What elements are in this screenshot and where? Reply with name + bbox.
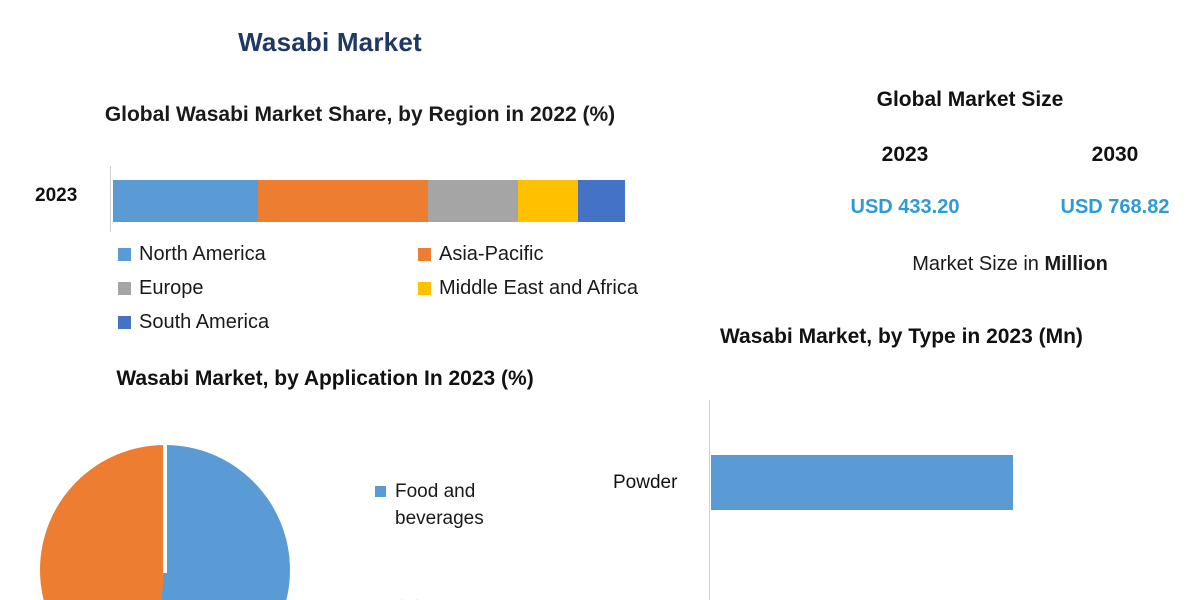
- legend-item-label: Middle East and Africa: [439, 277, 638, 299]
- type-chart-plot: [709, 400, 1189, 600]
- legend-item-asia-pacific: Asia-Pacific: [418, 243, 678, 266]
- market-size-unit-note: Market Size in Million: [830, 253, 1190, 276]
- legend-swatch-icon: [418, 248, 431, 261]
- region-chart-plot: [110, 166, 630, 232]
- pie-slice-divider: [163, 445, 167, 573]
- region-stacked-bar: [113, 180, 625, 222]
- type-category-label: Powder: [613, 472, 678, 493]
- market-size-unit-strong: Million: [1044, 253, 1108, 275]
- legend-swatch-icon: [418, 282, 431, 295]
- type-bar-powder: [711, 455, 1013, 510]
- region-segment-south-america: [577, 180, 625, 222]
- pie-legend-item-label: Food and beverages: [395, 481, 484, 529]
- region-segment-middle-east-and-africa: [517, 180, 578, 222]
- pie-legend-item-others: Others: [375, 594, 605, 600]
- pie-legend-swatch-icon: [375, 486, 386, 497]
- market-size-year-start: 2023: [881, 143, 929, 166]
- legend-item-north-america: North America: [118, 243, 418, 266]
- legend-item-label: Asia-Pacific: [439, 243, 544, 265]
- pie-legend-item-food-and-beverages: Food and beverages: [375, 478, 605, 532]
- legend-item-europe: Europe: [118, 277, 418, 300]
- region-chart-title: Global Wasabi Market Share, by Region in…: [104, 103, 616, 126]
- market-size-unit-prefix: Market Size in: [912, 253, 1045, 275]
- region-segment-europe: [427, 180, 518, 222]
- region-chart-axis: [110, 166, 111, 232]
- legend-item-label: North America: [139, 243, 266, 265]
- page-title: Wasabi Market: [238, 27, 422, 57]
- market-size-value-end: USD 768.82: [1060, 196, 1170, 218]
- market-size-value-start: USD 433.20: [850, 196, 960, 218]
- type-chart-axis: [709, 400, 710, 600]
- legend-item-label: Europe: [139, 277, 204, 299]
- legend-swatch-icon: [118, 248, 131, 261]
- legend-swatch-icon: [118, 316, 131, 329]
- market-size-title: Global Market Size: [876, 88, 1064, 111]
- legend-item-label: South America: [139, 311, 270, 333]
- region-category-label: 2023: [35, 185, 78, 206]
- legend-swatch-icon: [118, 282, 131, 295]
- type-chart-title: Wasabi Market, by Type in 2023 (Mn): [720, 325, 1083, 348]
- application-chart-title: Wasabi Market, by Application In 2023 (%…: [116, 367, 534, 390]
- application-chart-legend: Food and beverages Others: [375, 478, 605, 600]
- region-chart-legend: North America Asia-Pacific Europe Middle Ea…: [118, 243, 678, 334]
- region-segment-asia-pacific: [257, 180, 428, 222]
- region-segment-north-america: [113, 180, 258, 222]
- pie-legend-item-label: Others: [395, 594, 452, 600]
- legend-item-south-america: South America: [118, 311, 418, 334]
- legend-item-middle-east-and-africa: Middle East and Africa: [418, 277, 678, 300]
- market-size-year-end: 2030: [1091, 143, 1139, 166]
